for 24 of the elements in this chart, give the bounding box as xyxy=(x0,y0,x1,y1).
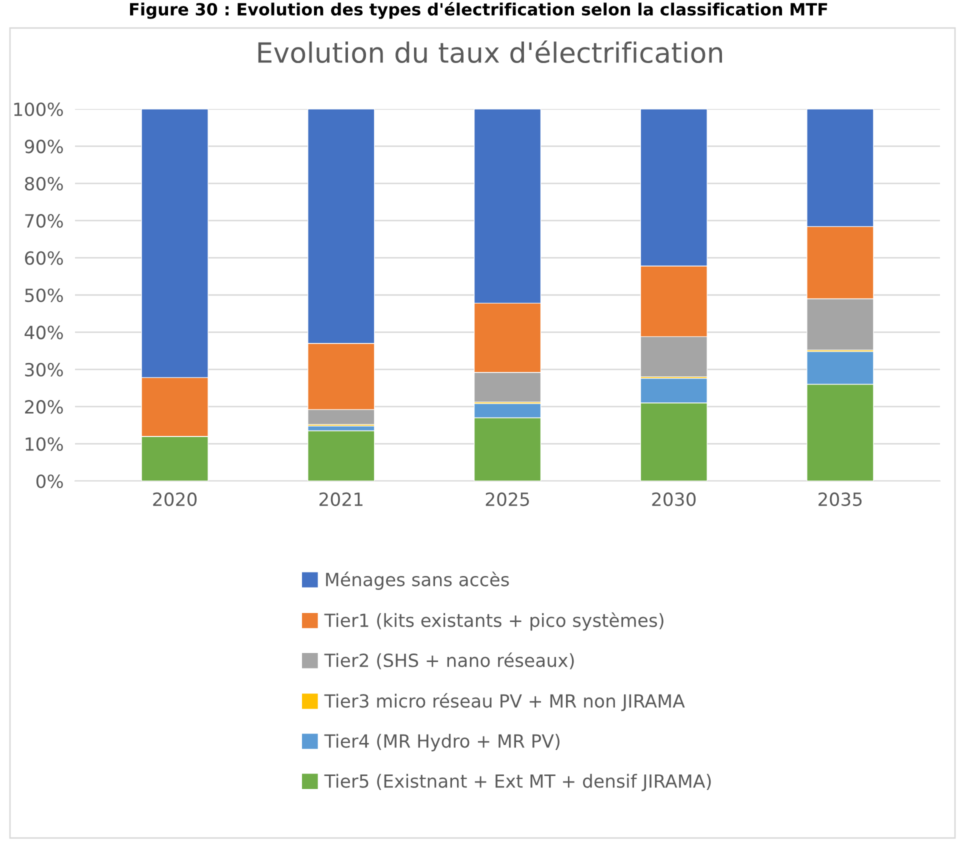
legend-label: Tier3 micro réseau PV + MR non JIRAMA xyxy=(324,693,685,712)
y-tick-label: 10% xyxy=(26,437,63,451)
y-tick-label: 80% xyxy=(24,176,63,191)
legend-label: Tier2 (SHS + nano réseaux) xyxy=(324,652,574,670)
x-tick-label: 2025 xyxy=(486,492,529,506)
y-tick-label: 90% xyxy=(24,140,63,154)
legend-label: Ménages sans accès xyxy=(326,572,509,590)
y-tick-label: 50% xyxy=(25,288,63,302)
y-tick-label: 60% xyxy=(25,251,63,265)
y-tick-label: 30% xyxy=(25,362,63,377)
legend-label: Tier1 (kits existants + pico systèmes) xyxy=(324,612,664,631)
x-tick-label: 2035 xyxy=(818,492,862,506)
x-tick-label: 2021 xyxy=(320,492,362,506)
legend-label: Tier4 (MR Hydro + MR PV) xyxy=(324,734,560,752)
y-tick-label: 0% xyxy=(36,474,63,488)
y-tick-label: 100% xyxy=(14,102,63,116)
x-tick-label: 2020 xyxy=(153,492,197,506)
x-tick-label: 2030 xyxy=(652,492,696,506)
y-tick-label: 70% xyxy=(25,214,63,228)
chart-title: Evolution du taux d'électrification xyxy=(258,40,722,64)
y-tick-label: 40% xyxy=(24,326,63,340)
legend-label: Tier5 (Existnant + Ext MT + densif JIRAMA) xyxy=(324,774,711,792)
caption: Figure 30 : Evolution des types d'électrification selon la classification MTF xyxy=(130,2,828,19)
y-tick-label: 20% xyxy=(25,400,63,414)
